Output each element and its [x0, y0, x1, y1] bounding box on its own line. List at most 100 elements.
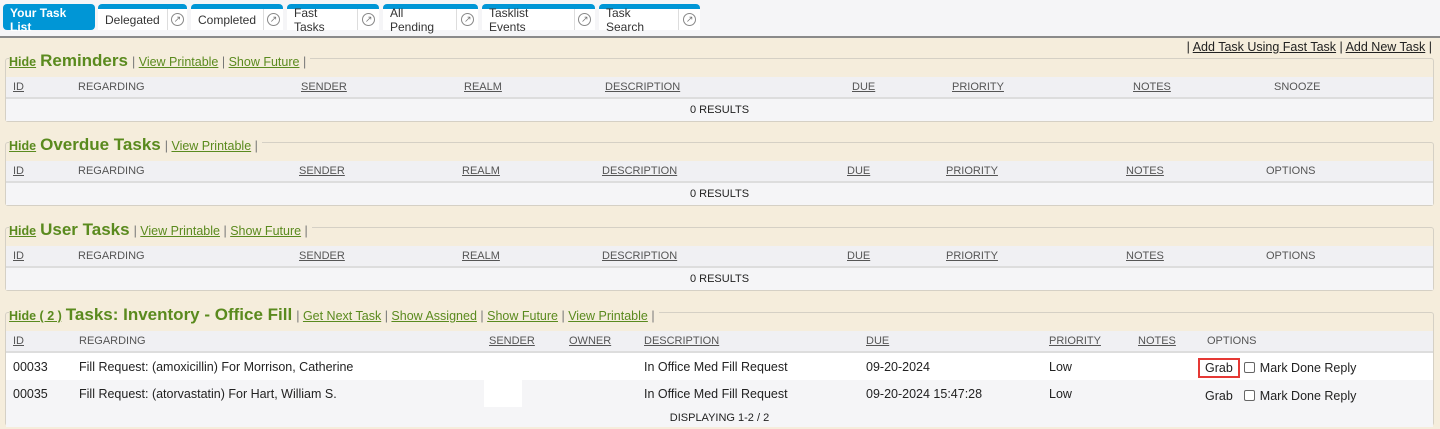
tab-tasklist-events[interactable]: Tasklist Events ↗: [482, 4, 596, 34]
column-header-description[interactable]: DESCRIPTION: [602, 250, 678, 262]
separator: |: [381, 309, 392, 323]
tab-label: Task Search: [606, 5, 645, 34]
separator: |: [219, 224, 231, 238]
column-header-owner[interactable]: OWNER: [569, 335, 612, 347]
open-external-button[interactable]: ↗: [263, 9, 283, 30]
separator: |: [301, 224, 308, 238]
add-new-task-link[interactable]: Add New Task: [1345, 40, 1426, 54]
mark-done-reply-label[interactable]: Mark Done Reply: [1259, 389, 1357, 404]
separator: |: [131, 55, 139, 69]
separator: |: [164, 139, 172, 153]
column-header-notes[interactable]: NOTES: [1138, 335, 1176, 347]
section-reminders: Hide Reminders | View Printable | Show Fut…: [5, 51, 1434, 122]
column-header-regarding: REGARDING: [78, 165, 145, 177]
table-header: ID REGARDING SENDER REALM DESCRIPTION DUE PRIO…: [6, 246, 1433, 268]
column-header-due[interactable]: DUE: [847, 250, 871, 262]
table-header: ID REGARDING SENDER REALM DESCRIPTION DUE PRIO…: [6, 77, 1433, 99]
external-link-icon: ↗: [683, 13, 697, 26]
show-future-link[interactable]: Show Future: [230, 224, 302, 238]
separator: |: [296, 309, 303, 323]
tab-fast-tasks[interactable]: Fast Tasks ↗: [287, 4, 379, 34]
tab-bar: Your Task List Delegated ↗ Completed ↗ Fast T…: [0, 0, 1440, 38]
column-header-id[interactable]: ID: [13, 165, 24, 177]
mark-done-reply-label[interactable]: Mark Done Reply: [1259, 360, 1357, 375]
column-header-description[interactable]: DESCRIPTION: [602, 165, 678, 177]
get-next-task-link[interactable]: Get Next Task: [302, 309, 382, 323]
column-header-priority[interactable]: PRIORITY: [946, 250, 998, 262]
open-external-button[interactable]: ↗: [573, 9, 596, 30]
show-future-link[interactable]: Show Future: [228, 55, 300, 69]
column-header-priority[interactable]: PRIORITY: [952, 81, 1004, 93]
section-tasks-inventory-office-fill: Hide ( 2 ) Tasks: Inventory - Office Fill…: [5, 305, 1434, 427]
results-summary: 0 RESULTS: [6, 268, 1433, 290]
tab-completed[interactable]: Completed ↗: [191, 4, 283, 30]
tab-task-search[interactable]: Task Search ↗: [599, 4, 700, 34]
column-header-snooze: SNOOZE: [1274, 81, 1321, 93]
view-printable-link[interactable]: View Printable: [171, 139, 252, 153]
column-header-id[interactable]: ID: [13, 335, 24, 347]
column-header-due[interactable]: DUE: [866, 335, 890, 347]
view-printable-link[interactable]: View Printable: [138, 55, 219, 69]
hide-section-link[interactable]: Hide: [9, 139, 37, 153]
tab-all-pending[interactable]: All Pending ↗: [383, 4, 478, 34]
table-header: ID REGARDING SENDER REALM DESCRIPTION DUE PRIO…: [6, 161, 1433, 183]
column-header-priority[interactable]: PRIORITY: [1049, 335, 1101, 347]
view-printable-link[interactable]: View Printable: [140, 224, 220, 238]
column-header-id[interactable]: ID: [13, 81, 24, 93]
section-overdue-tasks: Hide Overdue Tasks | View Printable | ID RE…: [5, 135, 1434, 206]
add-fast-task-link[interactable]: Add Task Using Fast Task: [1192, 40, 1337, 54]
tab-your-task-list[interactable]: Your Task List: [3, 4, 95, 34]
grab-button[interactable]: Grab: [1205, 389, 1233, 404]
column-header-realm[interactable]: REALM: [464, 81, 502, 93]
table-row: 00035 Fill Request: (atorvastatin) For Ha…: [6, 380, 1433, 407]
section-title: Tasks: Inventory - Office Fill: [65, 305, 293, 324]
column-header-notes[interactable]: NOTES: [1133, 81, 1171, 93]
separator: |: [647, 309, 655, 323]
column-header-notes[interactable]: NOTES: [1126, 250, 1164, 262]
separator: |: [1339, 40, 1343, 54]
column-header-notes[interactable]: NOTES: [1126, 165, 1164, 177]
column-header-sender[interactable]: SENDER: [299, 250, 345, 262]
section-title: Reminders: [40, 51, 128, 70]
column-header-realm[interactable]: REALM: [462, 250, 500, 262]
open-external-button[interactable]: ↗: [166, 9, 187, 30]
section-title: User Tasks: [40, 220, 130, 239]
separator: |: [299, 55, 307, 69]
cell-priority: Low: [1049, 386, 1072, 401]
hide-section-link[interactable]: Hide ( 2 ): [9, 309, 62, 323]
cell-priority: Low: [1049, 359, 1072, 374]
column-header-description[interactable]: DESCRIPTION: [605, 81, 681, 93]
column-header-due[interactable]: DUE: [847, 165, 871, 177]
hide-section-link[interactable]: Hide: [9, 55, 37, 69]
tab-label: Completed: [198, 12, 257, 27]
open-external-button[interactable]: ↗: [357, 9, 379, 30]
section-legend: Hide Reminders | View Printable | Show Fut…: [9, 51, 311, 71]
external-link-icon: ↗: [578, 13, 592, 26]
show-assigned-link[interactable]: Show Assigned: [391, 309, 477, 323]
grab-button[interactable]: Grab: [1198, 357, 1240, 378]
column-header-sender[interactable]: SENDER: [489, 335, 535, 347]
hide-section-link[interactable]: Hide: [9, 224, 37, 238]
tab-delegated[interactable]: Delegated ↗: [98, 4, 187, 30]
cell-regarding: Fill Request: (atorvastatin) For Hart, W…: [79, 386, 337, 401]
column-header-sender[interactable]: SENDER: [301, 81, 347, 93]
column-header-id[interactable]: ID: [13, 250, 24, 262]
top-links: | Add Task Using Fast Task | Add New Tas…: [1187, 40, 1432, 54]
cell-regarding: Fill Request: (amoxicillin) For Morrison…: [79, 359, 354, 374]
show-future-link[interactable]: Show Future: [487, 309, 558, 323]
view-printable-link[interactable]: View Printable: [568, 309, 648, 323]
section-title: Overdue Tasks: [40, 135, 161, 154]
results-summary: DISPLAYING 1-2 / 2: [6, 407, 1433, 427]
redacted-sender: [484, 380, 522, 407]
column-header-realm[interactable]: REALM: [462, 165, 500, 177]
column-header-sender[interactable]: SENDER: [299, 165, 345, 177]
open-external-button[interactable]: ↗: [456, 9, 478, 30]
column-header-priority[interactable]: PRIORITY: [946, 165, 998, 177]
open-external-button[interactable]: ↗: [678, 9, 700, 30]
mark-done-checkbox[interactable]: [1243, 390, 1255, 402]
tab-label: All Pending: [390, 5, 435, 34]
cell-description: In Office Med Fill Request: [644, 359, 788, 374]
column-header-description[interactable]: DESCRIPTION: [644, 335, 720, 347]
mark-done-checkbox[interactable]: [1243, 361, 1255, 373]
column-header-due[interactable]: DUE: [852, 81, 876, 93]
